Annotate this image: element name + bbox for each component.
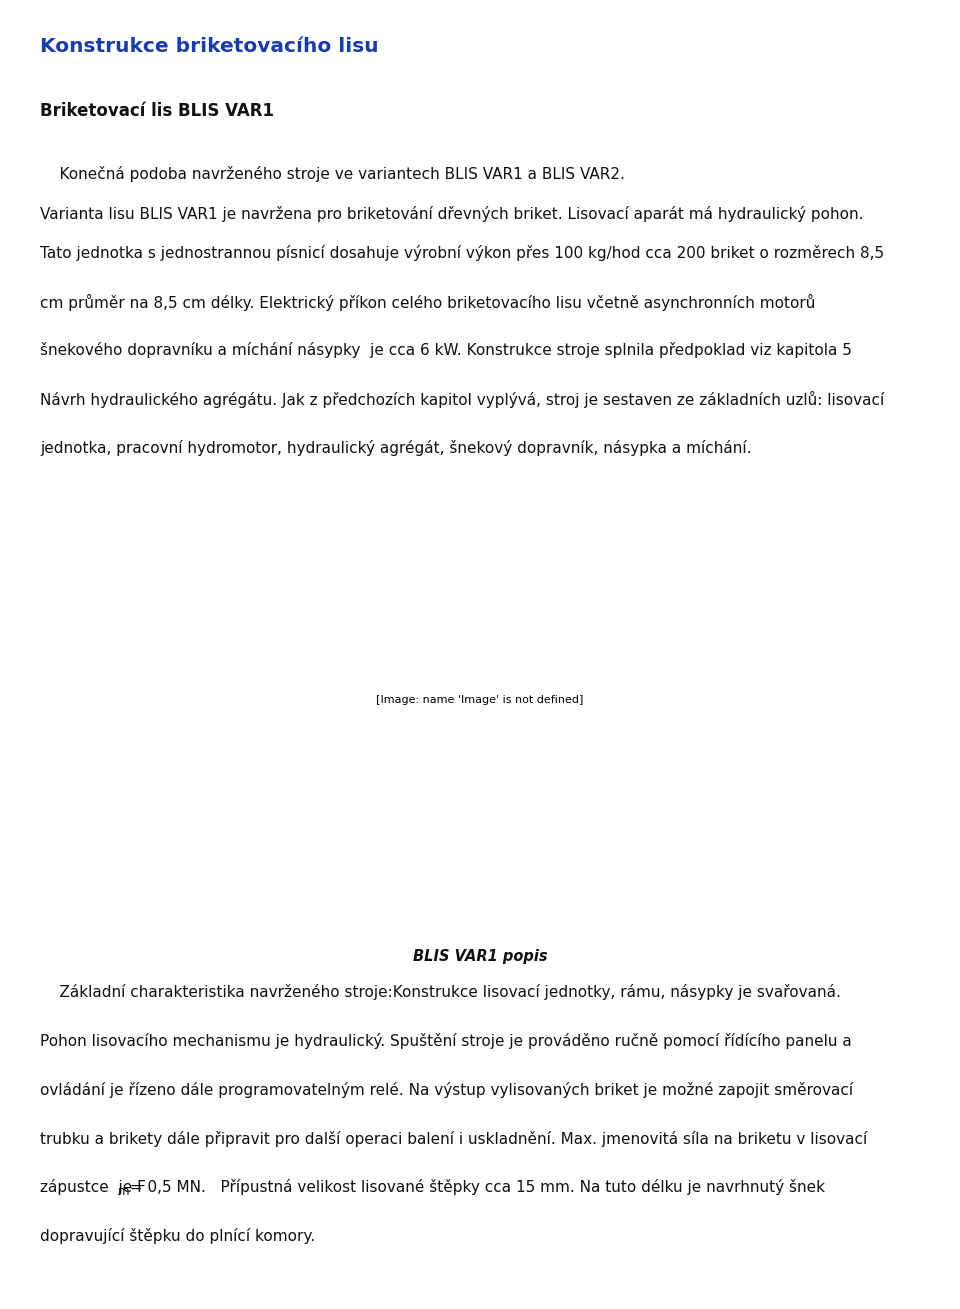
Text: Základní charakteristika navrženého stroje:Konstrukce lisovací jednotky, rámu, n: Základní charakteristika navrženého stro…: [40, 984, 841, 1000]
Text: zápustce  je F: zápustce je F: [40, 1179, 146, 1195]
Text: ovládání je řízeno dále programovatelným relé. Na výstup vylisovaných briket je : ovládání je řízeno dále programovatelným…: [40, 1081, 853, 1098]
Text: jednotka, pracovní hydromotor, hydraulický agrégát, šnekový dopravník, násypka a: jednotka, pracovní hydromotor, hydraulic…: [40, 440, 752, 456]
Text: Varianta lisu BLIS VAR1 je navržena pro briketování dřevných briket. Lisovací ap: Varianta lisu BLIS VAR1 je navržena pro …: [40, 206, 864, 221]
Text: dopravující štěpku do plnící komory.: dopravující štěpku do plnící komory.: [40, 1228, 316, 1244]
Text: šnekového dopravníku a míchání násypky  je cca 6 kW. Konstrukce stroje splnila p: šnekového dopravníku a míchání násypky j…: [40, 342, 852, 359]
Text: [Image: name 'Image' is not defined]: [Image: name 'Image' is not defined]: [376, 695, 584, 706]
Text: = 0,5 MN.   Přípustná velikost lisované štěpky cca 15 mm. Na tuto délku je navrh: = 0,5 MN. Přípustná velikost lisované št…: [125, 1179, 825, 1195]
Text: Briketovací lis BLIS VAR1: Briketovací lis BLIS VAR1: [40, 102, 275, 120]
Text: Konečná podoba navrženého stroje ve variantech BLIS VAR1 a BLIS VAR2.: Konečná podoba navrženého stroje ve vari…: [40, 166, 625, 182]
Text: cm průměr na 8,5 cm délky. Elektrický příkon celého briketovacího lisu včetně as: cm průměr na 8,5 cm délky. Elektrický př…: [40, 293, 816, 310]
Text: trubku a brikety dále připravit pro další operaci balení i uskladnění. Max. jmen: trubku a brikety dále připravit pro dalš…: [40, 1131, 868, 1147]
Text: m: m: [117, 1185, 129, 1198]
Text: Tato jednotka s jednostrannou písnicí dosahuje výrobní výkon přes 100 kg/hod cca: Tato jednotka s jednostrannou písnicí do…: [40, 245, 884, 260]
Text: Konstrukce briketovacího lisu: Konstrukce briketovacího lisu: [40, 37, 379, 56]
Text: Návrh hydraulického agrégátu. Jak z předchozích kapitol vyplývá, stroj je sestav: Návrh hydraulického agrégátu. Jak z před…: [40, 391, 884, 408]
Text: Pohon lisovacího mechanismu je hydraulický. Spuštění stroje je prováděno ručně p: Pohon lisovacího mechanismu je hydraulic…: [40, 1033, 852, 1049]
Text: BLIS VAR1 popis: BLIS VAR1 popis: [413, 949, 547, 963]
